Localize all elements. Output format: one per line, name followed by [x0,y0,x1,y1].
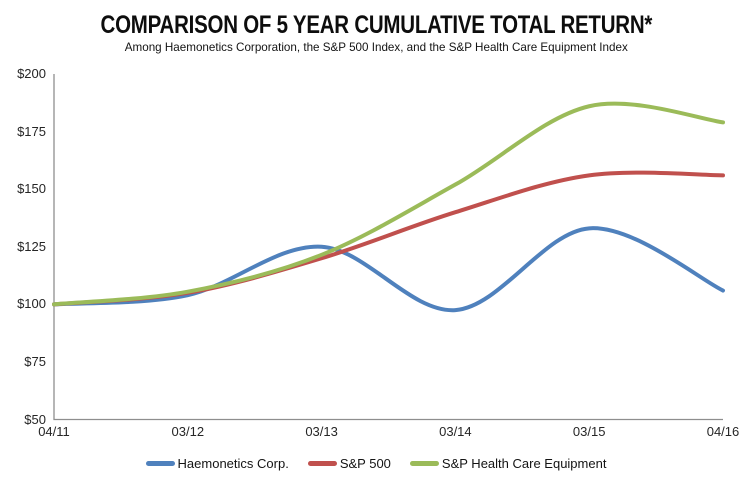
legend-line-swatch-icon [145,461,175,466]
x-axis-label: 03/14 [439,424,472,439]
y-axis-label: $200 [17,66,46,81]
legend-item-s-p-500: S&P 500 [307,456,391,471]
x-axis-label: 03/13 [305,424,338,439]
legend-line-swatch-icon [409,461,439,466]
legend-label: S&P Health Care Equipment [441,456,607,471]
x-axis-label: 04/11 [38,424,70,439]
chart-subtitle-text: Among Haemonetics Corporation, the S&P 5… [124,40,628,54]
chart-title: COMPARISON OF 5 YEAR CUMULATIVE TOTAL RE… [0,11,752,40]
chart-title-text: COMPARISON OF 5 YEAR CUMULATIVE TOTAL RE… [100,11,652,39]
x-axis-label: 03/15 [572,424,606,439]
y-axis-label: $125 [17,238,46,254]
y-axis-label: $175 [17,123,46,139]
legend-item-haemonetics-corp: Haemonetics Corp. [145,456,289,471]
legend-line-swatch-icon [307,461,337,466]
x-axis-label: 03/12 [171,424,205,439]
legend-label: Haemonetics Corp. [177,456,289,471]
legend-label: S&P 500 [339,456,391,471]
legend-item-s-p-health-care-equipment: S&P Health Care Equipment [409,456,607,471]
axis-lines [53,74,723,421]
legend: Haemonetics Corp. S&P 500 S&P Health Care … [0,456,752,471]
y-axis-label: $150 [17,181,46,197]
series-line-s-p-health-care-equipment [52,101,725,307]
y-axis-label: $100 [17,296,46,312]
series-line-haemonetics-corp [52,226,725,313]
y-axis-label: $50 [24,411,46,427]
x-axis-label: 04/16 [706,424,740,439]
series-line-s-p-500 [52,170,725,307]
chart-subtitle: Among Haemonetics Corporation, the S&P 5… [0,40,752,54]
y-axis-label: $75 [24,353,46,369]
